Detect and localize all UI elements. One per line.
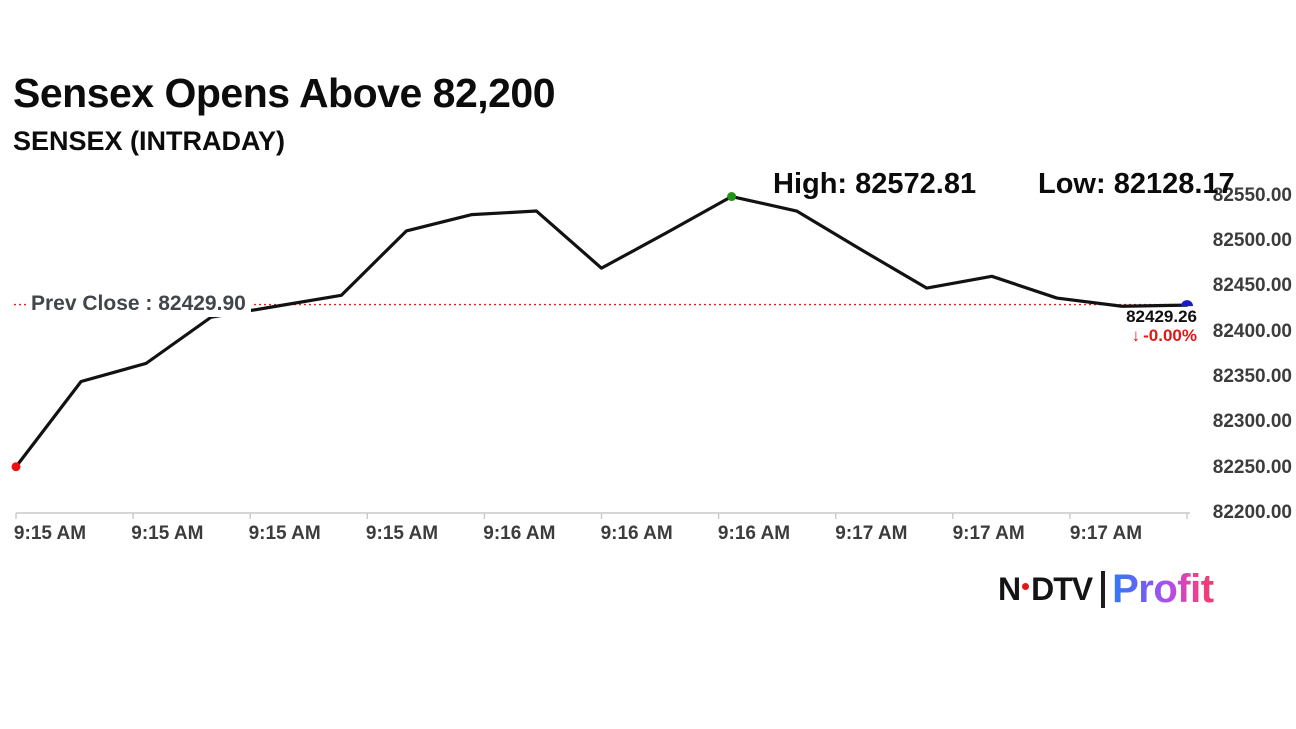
x-axis-label: 9:15 AM <box>248 523 321 544</box>
series-markers <box>11 192 1193 472</box>
ndtv-letters-dtv: DTV <box>1031 571 1093 607</box>
x-axis-label: 9:15 AM <box>365 523 439 544</box>
chart-subtitle: SENSEX (INTRADAY) <box>13 126 286 156</box>
x-axis-label: 9:17 AM <box>952 523 1025 544</box>
high-value-label: High: 82572.81 <box>773 168 977 200</box>
price-series <box>14 194 1189 469</box>
x-axis-label: 9:16 AM <box>483 523 556 544</box>
y-axis-label: 82350.00 <box>1212 365 1292 387</box>
y-axis-label: 82300.00 <box>1212 411 1292 433</box>
profit-wordmark: Profit <box>1112 567 1214 611</box>
x-axis-label: 9:15 AM <box>131 523 204 544</box>
prev-close-label: Prev Close : 82429.90 <box>26 290 251 317</box>
x-axis-label: 9:17 AM <box>1069 523 1143 544</box>
y-axis-label: 82500.00 <box>1212 229 1292 251</box>
price-change-label: ↓ -0.00% <box>1040 326 1197 346</box>
open-marker <box>11 462 21 472</box>
last-marker <box>1181 300 1193 307</box>
last-price-label: 82429.26 <box>1126 307 1197 326</box>
y-axis-label: 82450.00 <box>1212 275 1292 297</box>
x-axis-label: 9:16 AM <box>717 523 791 544</box>
x-axis <box>15 512 1190 519</box>
y-axis-label: 82250.00 <box>1212 456 1292 478</box>
y-axis-label: 82550.00 <box>1212 184 1292 206</box>
y-axis-label: 82200.00 <box>1212 502 1292 523</box>
change-percent: -0.00% <box>1143 326 1197 345</box>
price-polyline <box>14 194 1189 469</box>
ndtv-red-dot-icon <box>1022 582 1030 590</box>
x-axis-label: 9:17 AM <box>835 523 908 544</box>
ndtv-letter-n: N <box>998 571 1021 607</box>
y-axis-label: 82400.00 <box>1212 320 1292 342</box>
low-value-label: Low: 82128.17 <box>1038 168 1235 200</box>
x-axis-label: 9:16 AM <box>600 523 673 544</box>
page-title: Sensex Opens Above 82,200 <box>13 70 556 116</box>
ndtv-profit-logo: N DTV Profit <box>998 567 1214 612</box>
x-axis-label: 9:15 AM <box>13 523 87 544</box>
high-marker <box>727 192 737 202</box>
ndtv-wordmark: N DTV <box>998 571 1093 608</box>
logo-separator <box>1101 571 1106 608</box>
down-arrow-icon: ↓ <box>1131 326 1141 345</box>
